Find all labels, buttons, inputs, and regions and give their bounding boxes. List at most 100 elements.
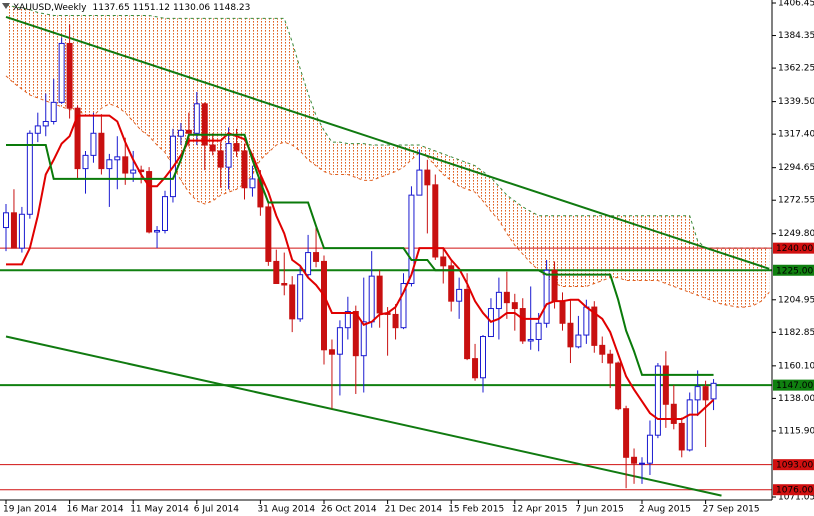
candle-body <box>710 382 717 400</box>
candle-body <box>313 252 320 262</box>
candle-body <box>583 306 590 336</box>
candle-body <box>241 150 248 189</box>
candle-body <box>18 213 25 249</box>
chart-title: XAUUSD,Weekly <box>13 3 87 13</box>
candle-body <box>503 291 510 304</box>
candle-body <box>400 283 407 329</box>
level-label: 1093.00 <box>776 461 813 471</box>
x-tick-label: 11 May 2014 <box>130 505 189 515</box>
cloud-lower <box>5 75 770 308</box>
candle-body <box>599 344 606 355</box>
level-label: 1147.00 <box>776 381 813 391</box>
candle-body <box>233 143 240 152</box>
y-tick-label: 1160.10 <box>778 361 814 371</box>
y-tick-label: 1362.25 <box>778 64 814 74</box>
y-tick-label: 1272.55 <box>778 196 814 206</box>
candle-body <box>623 408 630 458</box>
candle-body <box>177 129 184 137</box>
candle-body <box>543 269 550 324</box>
candle-body <box>58 42 65 103</box>
trendline <box>5 15 770 270</box>
candle-body <box>432 184 439 258</box>
y-tick-label: 1204.95 <box>778 295 814 305</box>
plot-area <box>0 4 772 497</box>
candle-body <box>368 275 375 323</box>
symbol-icon <box>2 3 10 9</box>
level-label-box <box>773 484 814 496</box>
candle-body <box>305 252 312 276</box>
y-tick-label: 1294.65 <box>778 163 814 173</box>
indicator-line <box>6 114 715 421</box>
candle-body <box>416 169 423 196</box>
level-label-box <box>773 459 814 471</box>
indicator-line <box>6 133 714 376</box>
candle-body <box>527 338 534 342</box>
candle-body <box>440 256 447 267</box>
candle-body <box>615 362 622 410</box>
candle-body <box>328 349 335 355</box>
candle-body <box>162 196 168 231</box>
candle-body <box>154 229 161 233</box>
y-tick-label: 1384.35 <box>778 31 814 41</box>
candle-body <box>106 159 113 170</box>
candle-body <box>639 462 645 465</box>
candle-body <box>360 321 367 357</box>
candle-body <box>392 313 399 329</box>
level-label: 1076.00 <box>776 486 813 496</box>
candle-body <box>74 107 81 170</box>
candle-body <box>646 434 653 464</box>
candle-body <box>702 386 709 401</box>
candle-body <box>694 386 701 401</box>
candle-body <box>185 129 192 134</box>
candle-body <box>678 422 685 451</box>
candle-body <box>66 42 73 109</box>
candle-body <box>654 365 661 436</box>
candle-body <box>662 365 669 405</box>
candle-body <box>34 125 41 134</box>
candle-body <box>686 399 693 451</box>
candle-body <box>26 132 33 215</box>
level-label-box <box>773 242 814 254</box>
candle-body <box>265 206 272 262</box>
x-tick-label: 7 Jun 2015 <box>575 505 623 515</box>
trendline <box>5 335 722 497</box>
header-close: 1148.23 <box>213 3 250 13</box>
candle-body <box>114 156 121 161</box>
candle-body <box>591 306 598 346</box>
candle-body <box>607 353 614 364</box>
candle-body <box>519 308 526 342</box>
candle-body <box>217 150 224 168</box>
y-tick-label: 1182.85 <box>778 328 814 338</box>
candle-body <box>336 327 343 355</box>
header-open: 1137.65 <box>93 3 130 13</box>
cloud-upper <box>5 4 770 249</box>
level-label: 1240.00 <box>776 244 813 254</box>
candle-body <box>511 302 518 310</box>
x-tick-label: 19 Jan 2014 <box>3 505 57 515</box>
candle-body <box>130 169 137 174</box>
candle-body <box>352 310 359 357</box>
y-tick-label: 1406.45 <box>778 0 814 9</box>
candle-body <box>408 194 415 285</box>
y-tick-label: 1071.05 <box>778 493 814 503</box>
candle-body <box>448 265 455 302</box>
x-tick-label: 26 Oct 2014 <box>321 505 377 515</box>
candle-body <box>249 178 256 189</box>
level-label-box <box>773 264 814 276</box>
candle-body <box>82 154 89 170</box>
candle-body <box>424 169 431 186</box>
candle-body <box>567 322 574 348</box>
candle-body <box>535 322 542 340</box>
candle-body <box>122 156 129 174</box>
y-tick-label: 1249.80 <box>778 229 814 239</box>
x-tick-label: 21 Dec 2014 <box>385 505 443 515</box>
header-high: 1151.12 <box>133 3 170 13</box>
level-label: 1225.00 <box>776 266 813 276</box>
y-tick-label: 1138.00 <box>778 394 814 404</box>
y-tick-label: 1317.40 <box>778 130 814 140</box>
candle-body <box>50 101 57 122</box>
candle-body <box>464 288 471 360</box>
candle-body <box>193 103 200 134</box>
candle-body <box>281 283 288 286</box>
